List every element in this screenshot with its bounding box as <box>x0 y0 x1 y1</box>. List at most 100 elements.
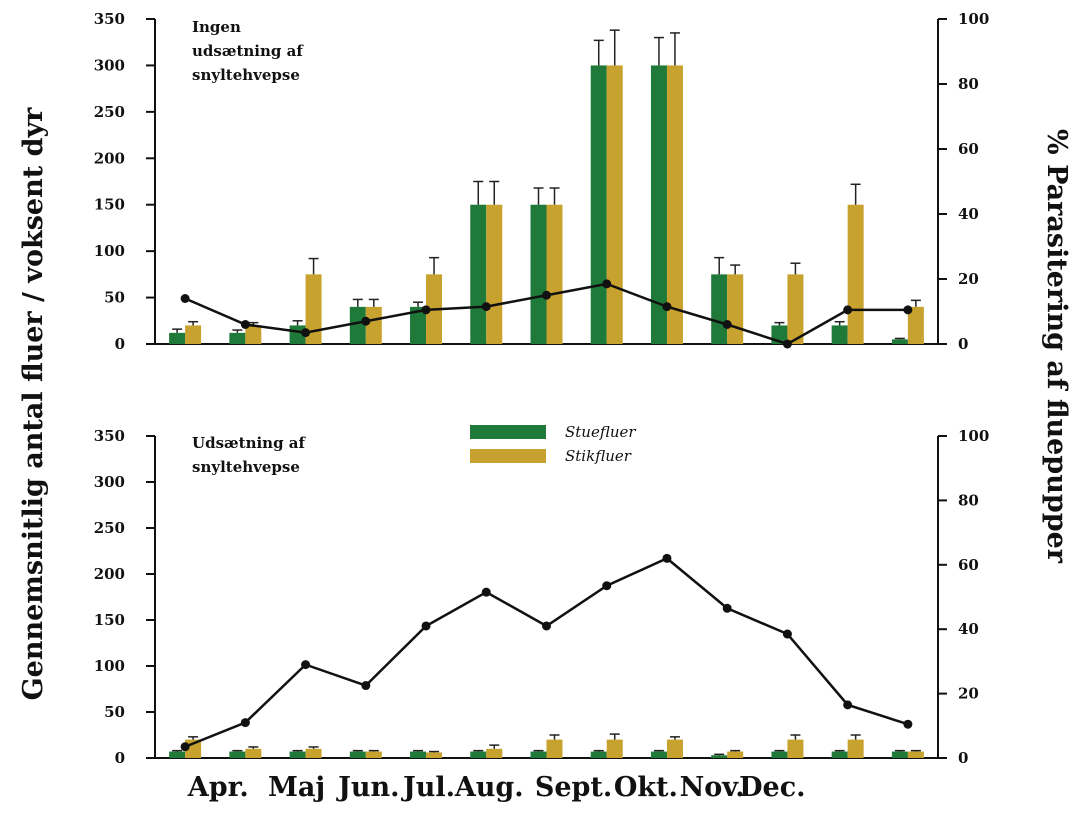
bar-stuefluer <box>470 751 487 758</box>
bar-stuefluer <box>349 751 366 758</box>
bar-stuefluer <box>530 751 547 758</box>
panel-label-line: Ingen <box>192 18 241 36</box>
parasitism-point <box>542 290 551 300</box>
y-tick-label-left: 50 <box>104 703 125 721</box>
parasitism-point <box>180 742 190 752</box>
bar-stikfluer <box>606 65 623 344</box>
bar-stuefluer <box>590 751 607 758</box>
panel-no-release: 0 50 100 150 200 250 300 350 0 20 40 60 80 100 Ingen ud… <box>94 10 990 353</box>
legend-label: Stuefluer <box>565 423 636 441</box>
panel-label-line: udsætning af <box>192 42 304 60</box>
bar-stikfluer <box>727 274 744 344</box>
bar-stuefluer <box>229 332 246 344</box>
y-tick-label-left: 0 <box>115 335 125 353</box>
panel-label-line: snyltehvepse <box>192 66 300 84</box>
y-tick-label-right: 40 <box>958 205 979 223</box>
y-axis-title-left: Gennemsnitlig antal fluer / voksent dyr <box>18 107 49 701</box>
y-tick-label-right: 40 <box>958 620 979 638</box>
parasitism-point <box>240 718 250 728</box>
month-label: Maj <box>268 772 325 803</box>
parasitism-point <box>903 305 913 315</box>
parasitism-point <box>361 316 371 326</box>
bar-stuefluer <box>590 65 607 344</box>
y-tick-label-right: 0 <box>958 749 968 767</box>
month-label: Aug. <box>454 772 524 803</box>
parasitism-point <box>843 305 853 315</box>
bar-stikfluer <box>426 752 443 758</box>
y-tick-label-right: 100 <box>958 427 989 445</box>
bar-stuefluer <box>229 751 246 758</box>
y-tick-label-left: 250 <box>94 103 125 121</box>
bar-stikfluer <box>546 739 563 758</box>
parasitism-point <box>301 328 311 338</box>
bar-stuefluer <box>771 751 788 758</box>
bar-stikfluer <box>787 739 804 758</box>
y-tick-label-left: 300 <box>94 473 125 491</box>
y-tick-label-left: 350 <box>94 10 125 28</box>
legend-label: Stikfluer <box>565 447 632 465</box>
panel-release: 0 50 100 150 200 250 300 350 0 20 40 60 80 100 Udsætni… <box>94 427 990 767</box>
y-tick-label-left: 250 <box>94 519 125 537</box>
parasitism-point <box>602 279 612 289</box>
bar-stikfluer <box>546 204 563 344</box>
legend-swatch <box>470 425 546 439</box>
bar-stuefluer <box>410 306 427 344</box>
parasitism-point <box>722 320 732 329</box>
bar-stikfluer <box>666 739 683 758</box>
bar-stikfluer <box>666 65 683 344</box>
y-tick-label-right: 80 <box>958 75 979 93</box>
parasitism-point <box>301 660 311 670</box>
parasitism-point <box>602 581 612 591</box>
parasitism-line <box>184 556 909 748</box>
parasitism-point <box>903 719 913 729</box>
y-tick-label-left: 50 <box>104 289 125 307</box>
bar-stuefluer <box>410 751 427 758</box>
bar-stikfluer <box>365 306 382 344</box>
parasitism-point <box>662 553 672 563</box>
month-label: Apr. <box>187 772 249 803</box>
y-tick-label-right: 60 <box>958 556 979 574</box>
bar-stuefluer <box>650 751 667 758</box>
parasitism-point <box>782 629 792 639</box>
bar-stuefluer <box>711 755 728 758</box>
y-tick-label-right: 20 <box>958 270 979 288</box>
bar-stuefluer <box>831 751 848 758</box>
bar-stuefluer <box>530 204 547 344</box>
panel-label-line: snyltehvepse <box>192 458 300 476</box>
parasitism-point <box>662 302 672 312</box>
bar-stikfluer <box>606 739 623 758</box>
y-tick-label-right: 100 <box>958 10 989 28</box>
y-tick-label-left: 150 <box>94 611 125 629</box>
month-label: Dec. <box>739 772 805 803</box>
y-tick-label-right: 60 <box>958 140 979 158</box>
y-tick-label-left: 350 <box>94 427 125 445</box>
legend-swatch <box>470 449 546 463</box>
y-tick-label-left: 200 <box>94 565 125 583</box>
y-tick-label-right: 20 <box>958 685 979 703</box>
bar-stuefluer <box>891 339 908 344</box>
y-axis-title-right: % Parasitering af fluepupper <box>1041 129 1072 564</box>
bar-stikfluer <box>185 325 202 344</box>
parasitism-point <box>421 305 431 315</box>
bar-stuefluer <box>831 325 848 344</box>
parasitism-point <box>542 621 551 631</box>
bar-stikfluer <box>847 739 864 758</box>
bar-stuefluer <box>289 751 306 758</box>
bar-stikfluer <box>787 274 804 344</box>
bar-stuefluer <box>711 274 728 344</box>
bar-stikfluer <box>907 306 924 344</box>
bar-stikfluer <box>245 748 262 758</box>
panel-label-line: Udsætning af <box>192 434 307 452</box>
bar-stikfluer <box>245 325 262 344</box>
bar-stikfluer <box>486 204 503 344</box>
parasitism-point <box>180 294 190 303</box>
month-label: Jun. <box>336 772 399 803</box>
month-labels: Apr. Maj Jun. Jul. Aug. Sept. Okt. Nov.Dec. <box>187 772 806 803</box>
month-label: Sept. <box>535 772 612 803</box>
parasitism-point <box>240 320 250 329</box>
bar-stuefluer <box>470 204 487 344</box>
month-label: Okt. <box>614 772 678 803</box>
y-tick-label-left: 150 <box>94 196 125 214</box>
